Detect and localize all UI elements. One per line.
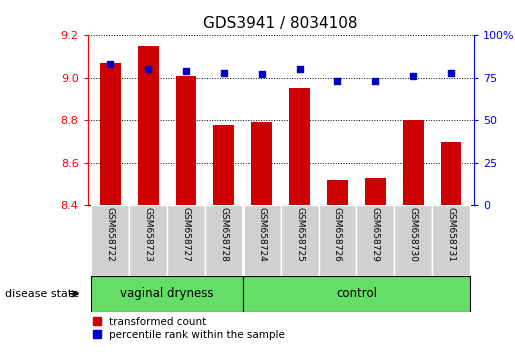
FancyBboxPatch shape (319, 205, 356, 276)
Point (371, 79, 380, 84)
Bar (138, 46, 159, 205)
Text: vaginal dryness: vaginal dryness (121, 287, 214, 300)
FancyBboxPatch shape (281, 205, 319, 276)
Bar (289, 88, 310, 205)
FancyBboxPatch shape (394, 205, 432, 276)
Legend: transformed count, percentile rank within the sample: transformed count, percentile rank withi… (93, 317, 285, 340)
Text: control: control (336, 287, 377, 300)
Bar (327, 180, 348, 205)
Title: GDS3941 / 8034108: GDS3941 / 8034108 (203, 16, 358, 32)
Text: GSM658722: GSM658722 (106, 207, 115, 262)
FancyBboxPatch shape (129, 205, 167, 276)
Bar (251, 122, 272, 205)
Text: GSM658723: GSM658723 (144, 207, 152, 262)
FancyBboxPatch shape (356, 205, 394, 276)
FancyBboxPatch shape (205, 205, 243, 276)
Point (258, 72, 266, 77)
Text: GSM658730: GSM658730 (409, 207, 418, 262)
Text: GSM658727: GSM658727 (181, 207, 191, 262)
Point (106, 62, 114, 67)
Text: GSM658726: GSM658726 (333, 207, 342, 262)
FancyBboxPatch shape (91, 205, 129, 276)
FancyBboxPatch shape (243, 276, 470, 312)
Point (182, 68, 190, 74)
Text: GSM658724: GSM658724 (257, 207, 266, 262)
FancyBboxPatch shape (91, 276, 243, 312)
Bar (213, 125, 234, 205)
Bar (441, 142, 461, 205)
Text: GSM658731: GSM658731 (447, 207, 456, 262)
Bar (100, 63, 121, 205)
Bar (176, 76, 196, 205)
FancyBboxPatch shape (167, 205, 205, 276)
FancyBboxPatch shape (243, 205, 281, 276)
Bar (403, 120, 424, 205)
Text: disease state: disease state (5, 289, 79, 299)
Text: GSM658728: GSM658728 (219, 207, 228, 262)
Point (144, 67, 152, 72)
Point (447, 70, 455, 76)
FancyBboxPatch shape (432, 205, 470, 276)
Point (333, 79, 341, 84)
Point (220, 70, 228, 76)
Point (409, 73, 417, 79)
Bar (365, 178, 386, 205)
Point (296, 67, 304, 72)
Text: GSM658729: GSM658729 (371, 207, 380, 262)
Text: GSM658725: GSM658725 (295, 207, 304, 262)
